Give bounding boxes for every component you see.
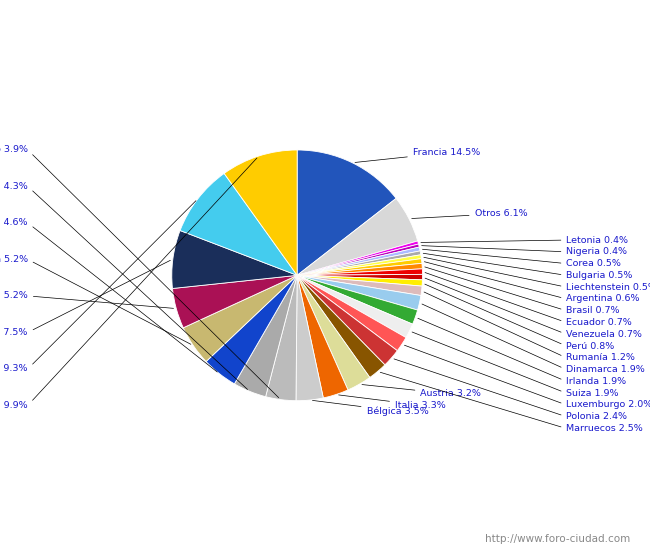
Text: Austria 3.2%: Austria 3.2% xyxy=(362,384,481,398)
Wedge shape xyxy=(297,276,348,398)
Text: Brasil 0.7%: Brasil 0.7% xyxy=(425,267,620,315)
Wedge shape xyxy=(297,276,370,390)
Text: Italia 3.3%: Italia 3.3% xyxy=(339,395,446,410)
Text: Bélgica 3.5%: Bélgica 3.5% xyxy=(313,400,428,416)
Text: Suecia 4.3%: Suecia 4.3% xyxy=(0,182,248,389)
Text: Portugal 9.3%: Portugal 9.3% xyxy=(0,201,196,373)
Wedge shape xyxy=(297,274,422,280)
Wedge shape xyxy=(172,230,297,289)
Text: Getafe - Turistas extranjeros según país - Agosto de 2024: Getafe - Turistas extranjeros según país… xyxy=(114,13,536,29)
Text: Venezuela 0.7%: Venezuela 0.7% xyxy=(425,278,642,339)
Wedge shape xyxy=(297,276,406,351)
Text: EEUU 5.2%: EEUU 5.2% xyxy=(0,292,174,309)
Wedge shape xyxy=(297,258,422,276)
Text: Rumanía 1.2%: Rumanía 1.2% xyxy=(424,292,635,362)
Wedge shape xyxy=(206,276,297,384)
Wedge shape xyxy=(266,276,297,401)
Text: Irlanda 1.9%: Irlanda 1.9% xyxy=(418,318,627,386)
Text: Francia 14.5%: Francia 14.5% xyxy=(355,148,480,162)
Wedge shape xyxy=(297,255,421,276)
Text: Dinamarca 1.9%: Dinamarca 1.9% xyxy=(422,304,645,374)
Text: Alemania 9.9%: Alemania 9.9% xyxy=(0,158,257,410)
Text: Suiza 1.9%: Suiza 1.9% xyxy=(412,332,619,398)
Text: Colombia 4.6%: Colombia 4.6% xyxy=(0,218,217,372)
Wedge shape xyxy=(297,276,413,338)
Wedge shape xyxy=(224,150,297,276)
Wedge shape xyxy=(297,263,422,276)
Wedge shape xyxy=(297,251,421,276)
Wedge shape xyxy=(297,276,417,324)
Text: Liechtenstein 0.5%: Liechtenstein 0.5% xyxy=(424,257,650,292)
Wedge shape xyxy=(297,247,420,276)
Text: Letonia 0.4%: Letonia 0.4% xyxy=(421,235,629,245)
Wedge shape xyxy=(297,150,396,276)
Wedge shape xyxy=(297,276,422,295)
Wedge shape xyxy=(297,244,419,276)
Wedge shape xyxy=(297,269,422,276)
Wedge shape xyxy=(297,276,397,365)
Text: Ecuador 0.7%: Ecuador 0.7% xyxy=(425,273,632,327)
Text: Corea 0.5%: Corea 0.5% xyxy=(422,249,621,268)
Wedge shape xyxy=(172,276,297,328)
Text: Luxemburgo 2.0%: Luxemburgo 2.0% xyxy=(404,345,650,410)
Text: Polonia 2.4%: Polonia 2.4% xyxy=(394,359,627,421)
Text: Perú 0.8%: Perú 0.8% xyxy=(425,284,615,350)
Wedge shape xyxy=(296,276,323,401)
Wedge shape xyxy=(297,276,385,377)
Wedge shape xyxy=(297,241,419,276)
Wedge shape xyxy=(235,276,297,397)
Text: http://www.foro-ciudad.com: http://www.foro-ciudad.com xyxy=(486,534,630,544)
Wedge shape xyxy=(297,199,418,276)
Text: Marruecos 2.5%: Marruecos 2.5% xyxy=(380,372,644,433)
Wedge shape xyxy=(183,276,297,361)
Text: Países Bajos 7.5%: Países Bajos 7.5% xyxy=(0,260,170,337)
Text: Argentina 0.6%: Argentina 0.6% xyxy=(424,262,640,304)
Text: Reino Unido 3.9%: Reino Unido 3.9% xyxy=(0,146,279,398)
Text: Otros 6.1%: Otros 6.1% xyxy=(411,209,527,218)
Wedge shape xyxy=(180,173,297,276)
Wedge shape xyxy=(297,276,422,286)
Text: China 5.2%: China 5.2% xyxy=(0,255,191,344)
Text: Nigeria 0.4%: Nigeria 0.4% xyxy=(422,246,627,256)
Wedge shape xyxy=(297,276,421,310)
Text: Bulgaria 0.5%: Bulgaria 0.5% xyxy=(423,253,633,280)
